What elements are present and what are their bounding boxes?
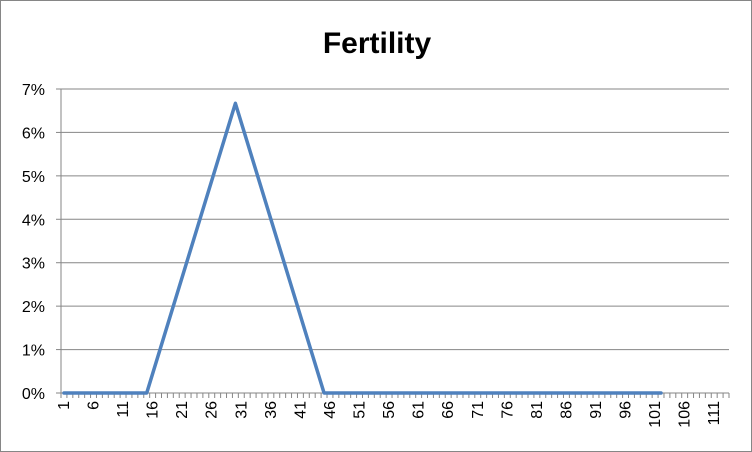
y-axis-tick-labels: 0% 1% 2% 3% 4% 5% 6% 7% (22, 82, 45, 403)
x-tick-label: 21 (174, 401, 191, 419)
y-tick-label: 4% (22, 212, 45, 229)
x-tick-label: 96 (618, 401, 635, 419)
x-tick-label: 71 (470, 401, 487, 419)
x-tick-label: 51 (352, 401, 369, 419)
axes (56, 88, 730, 398)
x-tick-label: 111 (706, 401, 723, 425)
y-tick-label: 5% (22, 169, 45, 186)
x-tick-label: 106 (677, 401, 694, 428)
x-tick-label: 31 (233, 401, 250, 419)
x-axis-tick-labels: 1 6 11 16 21 26 31 36 41 46 51 56 61 66 71 76 81 86 91 96 10… (56, 401, 723, 428)
y-tick-label: 2% (22, 299, 45, 316)
x-tick-label: 36 (263, 401, 280, 419)
gridlines (61, 88, 729, 351)
x-tick-label: 86 (558, 401, 575, 419)
x-tick-label: 46 (322, 401, 339, 419)
series-layer (62, 101, 663, 395)
x-tick-label: 11 (115, 401, 132, 418)
x-tick-label: 76 (499, 401, 516, 419)
y-tick-label: 6% (22, 125, 45, 142)
x-tick-label: 41 (292, 401, 309, 419)
x-tick-label: 101 (647, 401, 664, 428)
chart-title: Fertility (323, 27, 432, 60)
y-tick-label: 0% (22, 386, 45, 403)
x-tick-label: 6 (86, 401, 103, 410)
y-tick-label: 3% (22, 256, 45, 273)
y-tick-label: 7% (22, 82, 45, 99)
x-tick-label: 61 (411, 401, 428, 419)
y-tick-label: 1% (22, 343, 45, 360)
x-tick-label: 91 (588, 401, 605, 419)
x-tick-label: 66 (440, 401, 457, 419)
x-tick-label: 56 (381, 401, 398, 419)
series-line (62, 101, 663, 395)
x-tick-label: 26 (204, 401, 221, 419)
x-tick-label: 81 (529, 401, 546, 419)
x-tick-label: 16 (145, 401, 162, 419)
x-tick-label: 1 (56, 401, 73, 410)
